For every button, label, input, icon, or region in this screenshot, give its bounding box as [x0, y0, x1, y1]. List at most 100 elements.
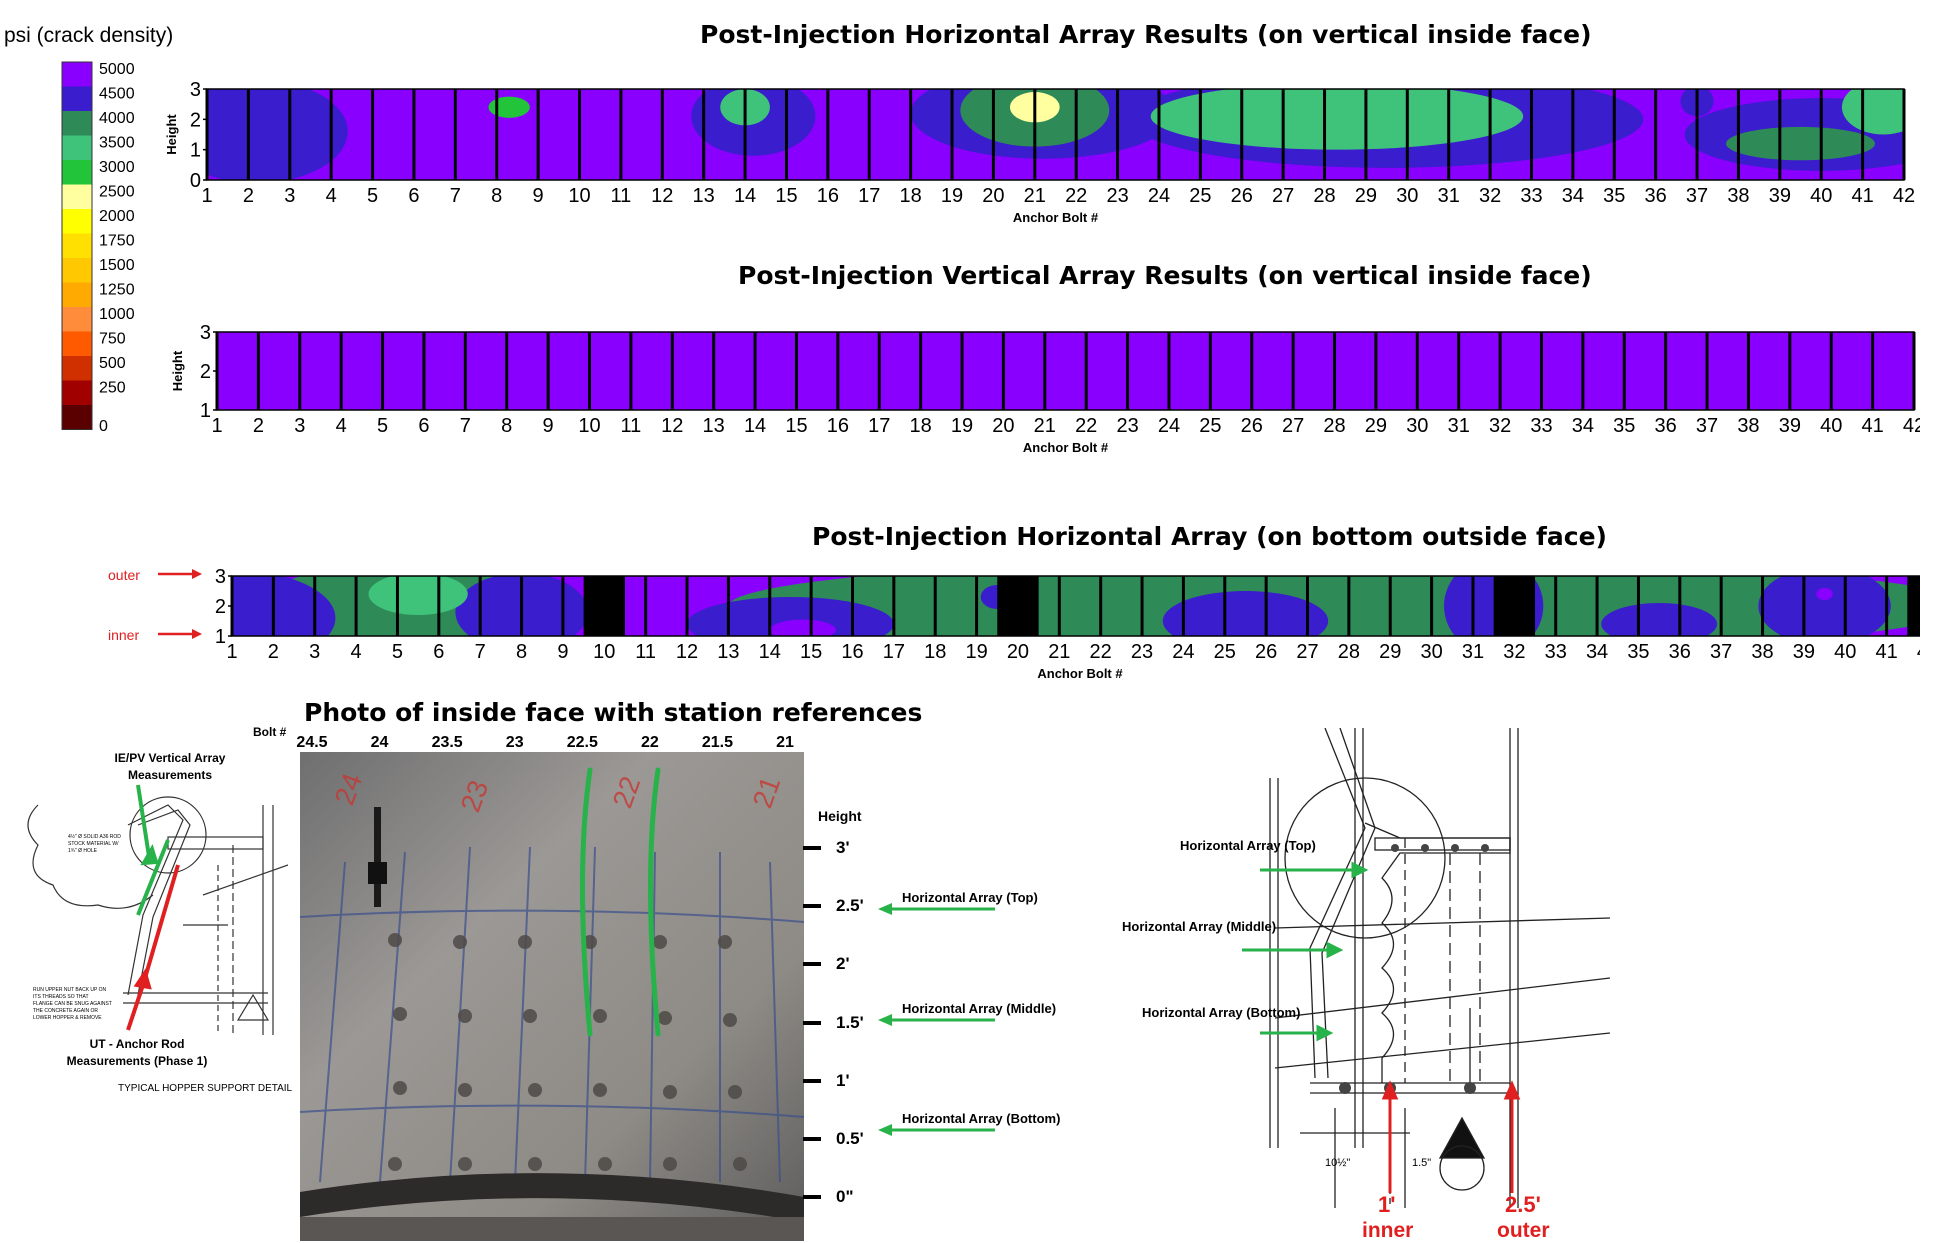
height-tick-mark — [803, 1020, 821, 1025]
height-tick-label: 0.5' — [836, 1128, 864, 1148]
x-tick-27: 27 — [1296, 641, 1318, 663]
legend-label-5000: 5000 — [99, 61, 135, 78]
x-tick-33: 33 — [1545, 641, 1567, 663]
x-tick-29: 29 — [1365, 415, 1387, 437]
x-tick-23: 23 — [1116, 415, 1138, 437]
bolt-tick-22: 22 — [640, 734, 659, 751]
bolt-tick-24.5: 24.5 — [296, 734, 328, 751]
x-tick-2: 2 — [243, 185, 254, 207]
x-tick-36: 36 — [1655, 415, 1677, 437]
dim-small-b: 1.5" — [1412, 1157, 1431, 1169]
svg-text:RUN UPPER NUT BACK UP ON: RUN UPPER NUT BACK UP ON — [33, 987, 107, 993]
y-tick-1: 1 — [190, 140, 201, 162]
x-tick-3: 3 — [294, 415, 305, 437]
x-tick-14: 14 — [744, 415, 766, 437]
x-tick-28: 28 — [1338, 641, 1360, 663]
x-tick-17: 17 — [868, 415, 890, 437]
bolt-tick-21: 21 — [776, 734, 794, 751]
legend-swatch-1500 — [62, 258, 92, 283]
x-tick-19: 19 — [951, 415, 973, 437]
svg-text:FLANGE CAN BE SNUG AGAINST: FLANGE CAN BE SNUG AGAINST — [33, 1001, 112, 1007]
x-tick-35: 35 — [1603, 185, 1625, 207]
legend-label-3500: 3500 — [99, 135, 135, 152]
x-tick-36: 36 — [1669, 641, 1691, 663]
bolt-tick-24: 24 — [370, 734, 389, 751]
x-tick-15: 15 — [800, 641, 822, 663]
color-legend: 5000450040003500300025002000175015001250… — [61, 61, 135, 435]
legend-swatch-500 — [62, 356, 92, 381]
x-tick-35: 35 — [1613, 415, 1635, 437]
x-tick-21: 21 — [1034, 415, 1056, 437]
contour-band-8 — [1758, 576, 1891, 636]
no-data-column-42 — [1907, 576, 1920, 636]
x-tick-24: 24 — [1148, 185, 1170, 207]
x-tick-37: 37 — [1696, 415, 1718, 437]
x-tick-28: 28 — [1313, 185, 1335, 207]
x-tick-9: 9 — [557, 641, 568, 663]
x-tick-42: 42 — [1917, 641, 1920, 663]
legend-label-1750: 1750 — [99, 233, 135, 250]
x-tick-42: 42 — [1893, 185, 1915, 207]
x-tick-31: 31 — [1462, 641, 1484, 663]
x-tick-10: 10 — [593, 641, 615, 663]
inside-face-photo: 24 23 22 21 — [300, 752, 804, 1241]
photo-arrow-head-2 — [878, 1124, 892, 1136]
x-tick-37: 37 — [1686, 185, 1708, 207]
x-tick-10: 10 — [568, 185, 590, 207]
x-tick-34: 34 — [1562, 185, 1584, 207]
x-tick-24: 24 — [1172, 641, 1194, 663]
x-tick-39: 39 — [1779, 415, 1801, 437]
x-tick-41: 41 — [1851, 185, 1873, 207]
x-tick-19: 19 — [965, 641, 987, 663]
height-tick-label: 1.5' — [836, 1012, 864, 1032]
y-tick-1: 1 — [215, 626, 226, 648]
x-tick-22: 22 — [1075, 415, 1097, 437]
y-tick-3: 3 — [215, 568, 226, 588]
svg-text:THE CONCRETE AGAIN OR: THE CONCRETE AGAIN OR — [33, 1008, 98, 1014]
x-tick-5: 5 — [392, 641, 403, 663]
contour-feature-0 — [227, 89, 311, 123]
y-tick-3: 3 — [200, 322, 211, 344]
left-red-label: UT - Anchor Rod Measurements (Phase 1) — [66, 1037, 208, 1068]
photo-arrow-head-0 — [878, 903, 892, 915]
x-tick-2: 2 — [253, 415, 264, 437]
height-tick-label: 1' — [836, 1070, 850, 1090]
x-tick-35: 35 — [1627, 641, 1649, 663]
x-tick-25: 25 — [1189, 185, 1211, 207]
legend-swatch-750 — [62, 331, 92, 356]
y-tick-0: 0 — [190, 170, 201, 192]
x-axis-label: Anchor Bolt # — [1037, 666, 1123, 681]
left-green-label: IE/PV Vertical Array Measurements — [114, 751, 226, 782]
x-tick-19: 19 — [941, 185, 963, 207]
x-tick-1: 1 — [201, 185, 212, 207]
legend-label-750: 750 — [99, 331, 126, 348]
x-tick-10: 10 — [578, 415, 600, 437]
x-tick-30: 30 — [1396, 185, 1418, 207]
x-tick-5: 5 — [367, 185, 378, 207]
x-tick-16: 16 — [841, 641, 863, 663]
x-tick-34: 34 — [1586, 641, 1608, 663]
y-tick-2: 2 — [215, 596, 226, 618]
contour-band-0 — [728, 576, 1920, 636]
legend-label-1250: 1250 — [99, 282, 135, 299]
x-tick-25: 25 — [1214, 641, 1236, 663]
legend-label-2500: 2500 — [99, 184, 135, 201]
legend-label-4500: 4500 — [99, 86, 135, 103]
row-label-inner: inner — [108, 627, 139, 643]
x-tick-22: 22 — [1090, 641, 1112, 663]
x-tick-21: 21 — [1048, 641, 1070, 663]
x-tick-41: 41 — [1861, 415, 1883, 437]
x-tick-38: 38 — [1737, 415, 1759, 437]
height-tick-label: 2.5' — [836, 896, 864, 916]
svg-text:4½" Ø SOLID A36 ROD: 4½" Ø SOLID A36 ROD — [68, 833, 121, 840]
height-tick-mark — [803, 904, 821, 909]
y-tick-3: 3 — [190, 79, 201, 101]
x-tick-8: 8 — [516, 641, 527, 663]
height-tick-mark — [803, 962, 821, 967]
right-dim-outer-label: outer — [1497, 1219, 1550, 1242]
x-tick-15: 15 — [775, 185, 797, 207]
x-tick-16: 16 — [827, 415, 849, 437]
legend-swatch-3500 — [62, 135, 92, 160]
contour-band-2 — [232, 576, 336, 636]
left-hopper-detail: 4½" Ø SOLID A36 ROD STOCK MATERIAL W/ 1¾… — [27, 784, 288, 1035]
